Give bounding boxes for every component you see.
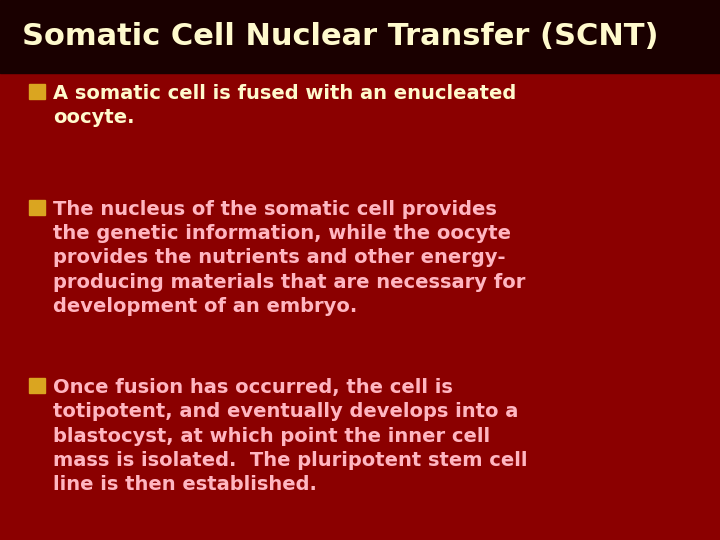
Text: Somatic Cell Nuclear Transfer (SCNT): Somatic Cell Nuclear Transfer (SCNT) (22, 22, 658, 51)
Bar (29, 200, 45, 215)
Bar (29, 84, 45, 99)
Bar (29, 378, 45, 393)
Text: A somatic cell is fused with an enucleated
oocyte.: A somatic cell is fused with an enucleat… (53, 84, 516, 127)
Text: Once fusion has occurred, the cell is
totipotent, and eventually develops into a: Once fusion has occurred, the cell is to… (53, 378, 528, 494)
Text: The nucleus of the somatic cell provides
the genetic information, while the oocy: The nucleus of the somatic cell provides… (53, 200, 526, 316)
Bar (0, 0, 720, 73)
